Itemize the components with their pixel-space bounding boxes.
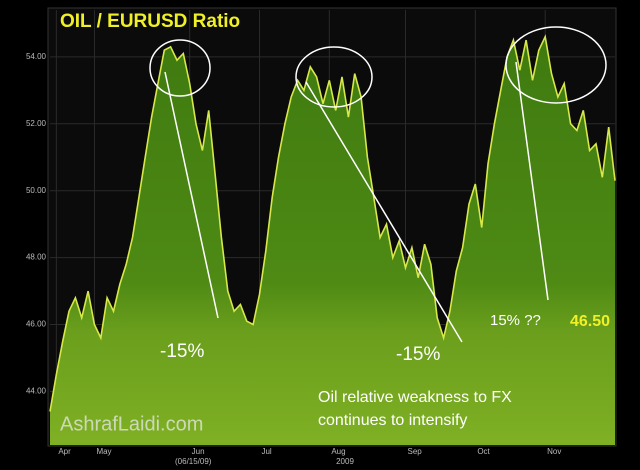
trend-line (164, 71, 219, 319)
y-tick-label: 54.00 (26, 52, 47, 61)
x-tick-label: May (96, 447, 111, 456)
watermark: AshrafLaidi.com (60, 413, 203, 435)
x-tick-label: Aug (331, 447, 345, 456)
annotation: 15% ?? (490, 312, 541, 329)
y-tick-label: 44.00 (26, 387, 47, 396)
trend-line (515, 61, 549, 301)
highlight-ellipse (505, 26, 607, 104)
line (49, 34, 616, 412)
annotation: Oil relative weakness to FX (318, 389, 512, 406)
annotation: -15% (396, 344, 440, 365)
decorations (149, 26, 607, 343)
area (50, 36, 615, 446)
annotation: 46.50 (570, 313, 610, 330)
y-tick-label: 46.00 (26, 320, 47, 329)
x-tick-label: Sep (408, 447, 423, 456)
y-tick-label: 50.00 (26, 186, 47, 195)
x-tick-label: Oct (477, 447, 490, 456)
x-axis-label: 2009 (336, 457, 354, 466)
x-tick-label: Nov (547, 447, 561, 456)
annotation: -15% (160, 341, 204, 362)
annotation: continues to intensify (318, 412, 467, 429)
x-tick-label: Jul (261, 447, 271, 456)
trend-line (305, 81, 463, 343)
y-tick-label: 48.00 (26, 253, 47, 262)
highlight-ellipse (149, 39, 211, 97)
x-tick-label: Apr (58, 447, 71, 456)
marks (49, 34, 616, 446)
date-marker: (06/15/09) (175, 457, 212, 466)
y-tick-label: 52.00 (26, 119, 47, 128)
x-tick-label: Jun (192, 447, 205, 456)
chart-title: OIL / EURUSD Ratio (60, 11, 240, 32)
highlight-ellipse (295, 46, 373, 108)
